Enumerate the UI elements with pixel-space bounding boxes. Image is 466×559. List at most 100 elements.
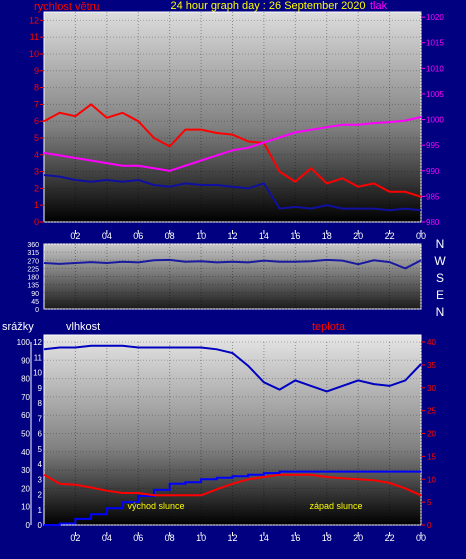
wind-average-line [43, 174, 422, 212]
wind-direction-series [43, 258, 422, 270]
pressure-tick-label: 985 [426, 192, 440, 201]
sunrise-label: východ slunce [127, 501, 184, 511]
rain-tick-label: 2 [38, 491, 43, 500]
wind-speed-tick-label: 1 [34, 200, 39, 210]
wind-pressure-x-label: 12 [227, 231, 237, 241]
wind-direction-tick-label: 180 [27, 275, 39, 282]
humidity-tick-label: 60 [21, 411, 30, 420]
wind-direction-tick-label: 45 [31, 299, 39, 306]
rain-humidity-temp-x-label: 10 [196, 533, 206, 543]
rain-humidity-temp-plot-area [43, 334, 422, 526]
temperature-tick-label: 35 [427, 361, 436, 370]
wind-speed-line [43, 103, 422, 198]
chart-title: 24 hour graph day : 26 September 2020 [170, 0, 365, 12]
compass-label: S [436, 271, 444, 285]
wind-speed-tick-label: 7 [34, 99, 39, 109]
wind-speed-tick-label: 0 [34, 217, 39, 227]
humidity-label: vlhkost [66, 321, 100, 333]
wind-pressure-x-label: 04 [102, 231, 112, 241]
compass-label: W [434, 254, 446, 268]
wind-pressure-x-label: 20 [353, 231, 363, 241]
wind-speed-tick-label: 3 [34, 167, 39, 177]
pressure-tick-label: 1020 [426, 13, 444, 22]
wind-direction-tick-label: 0 [35, 307, 39, 314]
sunset-label: západ slunce [309, 501, 362, 511]
rain-humidity-temp-x-label: 18 [322, 533, 332, 543]
temperature-tick-label: 10 [427, 475, 436, 484]
wind-speed-tick-label: 10 [29, 49, 39, 59]
pressure-tick-label: 990 [426, 167, 440, 176]
temperature-tick-label: 30 [427, 384, 436, 393]
rain-humidity-temp-x-label: 12 [227, 533, 237, 543]
wind-direction-tick-label: 225 [27, 266, 39, 273]
wind-speed-label: rychlost větru [34, 1, 99, 13]
wind-direction-grid [44, 243, 422, 310]
pressure-line [43, 116, 422, 172]
wind-direction-line [43, 258, 422, 270]
temperature-tick-label: 25 [427, 407, 436, 416]
wind-direction-tick-label: 270 [27, 258, 39, 265]
humidity-line [43, 344, 422, 393]
rain-humidity-temp-x-label: 06 [133, 533, 143, 543]
rain-humidity-temp-x-label: 00 [416, 533, 426, 543]
temperature-tick-label: 20 [427, 430, 436, 439]
rain-tick-label: 4 [38, 460, 43, 469]
rain-humidity-temp-x-label: 14 [259, 533, 269, 543]
wind-speed-tick-label: 5 [34, 133, 39, 143]
rain-humidity-temp-x-label: 16 [290, 533, 300, 543]
pressure-axis: 980 985 990 995 1000 1005 1010 1015 1020 [421, 13, 444, 227]
humidity-tick-label: 70 [21, 393, 30, 402]
wind-pressure-x-label: 06 [133, 231, 143, 241]
rain-humidity-temp-x-label: 20 [353, 533, 363, 543]
wind-pressure-x-label: 22 [385, 231, 395, 241]
temperature-tick-label: 15 [427, 452, 436, 461]
temperature-tick-label: 5 [427, 498, 432, 507]
pressure-tick-label: 1015 [426, 39, 444, 48]
rain-humidity-temp-x-label: 22 [385, 533, 395, 543]
pressure-tick-label: 1005 [426, 90, 444, 99]
wind-pressure-x-label: 08 [165, 231, 175, 241]
humidity-tick-label: 100 [17, 338, 31, 347]
rain-tick-label: 8 [38, 399, 43, 408]
rain-humidity-temp-x-label: 02 [70, 533, 80, 543]
rain-tick-label: 9 [38, 384, 43, 393]
rain-tick-label: 11 [34, 353, 43, 362]
rain-tick-label: 10 [33, 369, 42, 378]
humidity-tick-label: 30 [21, 466, 30, 475]
wind-pressure-series [43, 103, 422, 212]
compass-label: E [436, 288, 444, 302]
humidity-tick-label: 90 [21, 356, 30, 365]
rain-tick-label: 12 [33, 338, 42, 347]
wind-pressure-x-label: 18 [322, 231, 332, 241]
compass-label: N [436, 305, 445, 319]
temperature-line [43, 473, 422, 497]
humidity-tick-label: 20 [21, 484, 30, 493]
rain-humidity-temp-grid [44, 341, 422, 526]
rain-tick-label: 5 [38, 445, 43, 454]
temperature-label: teplota [312, 321, 346, 333]
rain-tick-label: 3 [38, 475, 43, 484]
humidity-tick-label: 40 [21, 448, 30, 457]
rain-humidity-temp-x-label: 04 [102, 533, 112, 543]
wind-speed-tick-label: 11 [30, 32, 39, 42]
wind-speed-tick-label: 2 [34, 183, 39, 193]
pressure-tick-label: 980 [426, 218, 440, 227]
wind-direction-tick-label: 90 [31, 291, 39, 298]
rain-label: srážky [2, 321, 34, 333]
pressure-tick-label: 1010 [426, 64, 444, 73]
wind-direction-tick-label: 360 [27, 242, 39, 249]
wind-pressure-x-label: 10 [196, 231, 206, 241]
wind-speed-tick-label: 8 [34, 83, 39, 93]
wind-speed-tick-label: 12 [29, 15, 39, 25]
wind-pressure-x-axis: 02 04 06 08 10 12 14 16 18 20 22 00 [70, 230, 426, 241]
rain-tick-label: 1 [38, 506, 43, 515]
humidity-tick-label: 80 [21, 375, 30, 384]
temperature-tick-label: 0 [427, 521, 432, 530]
wind-pressure-x-label: 16 [290, 231, 300, 241]
pressure-tick-label: 1000 [426, 116, 444, 125]
compass-label: N [436, 237, 445, 251]
